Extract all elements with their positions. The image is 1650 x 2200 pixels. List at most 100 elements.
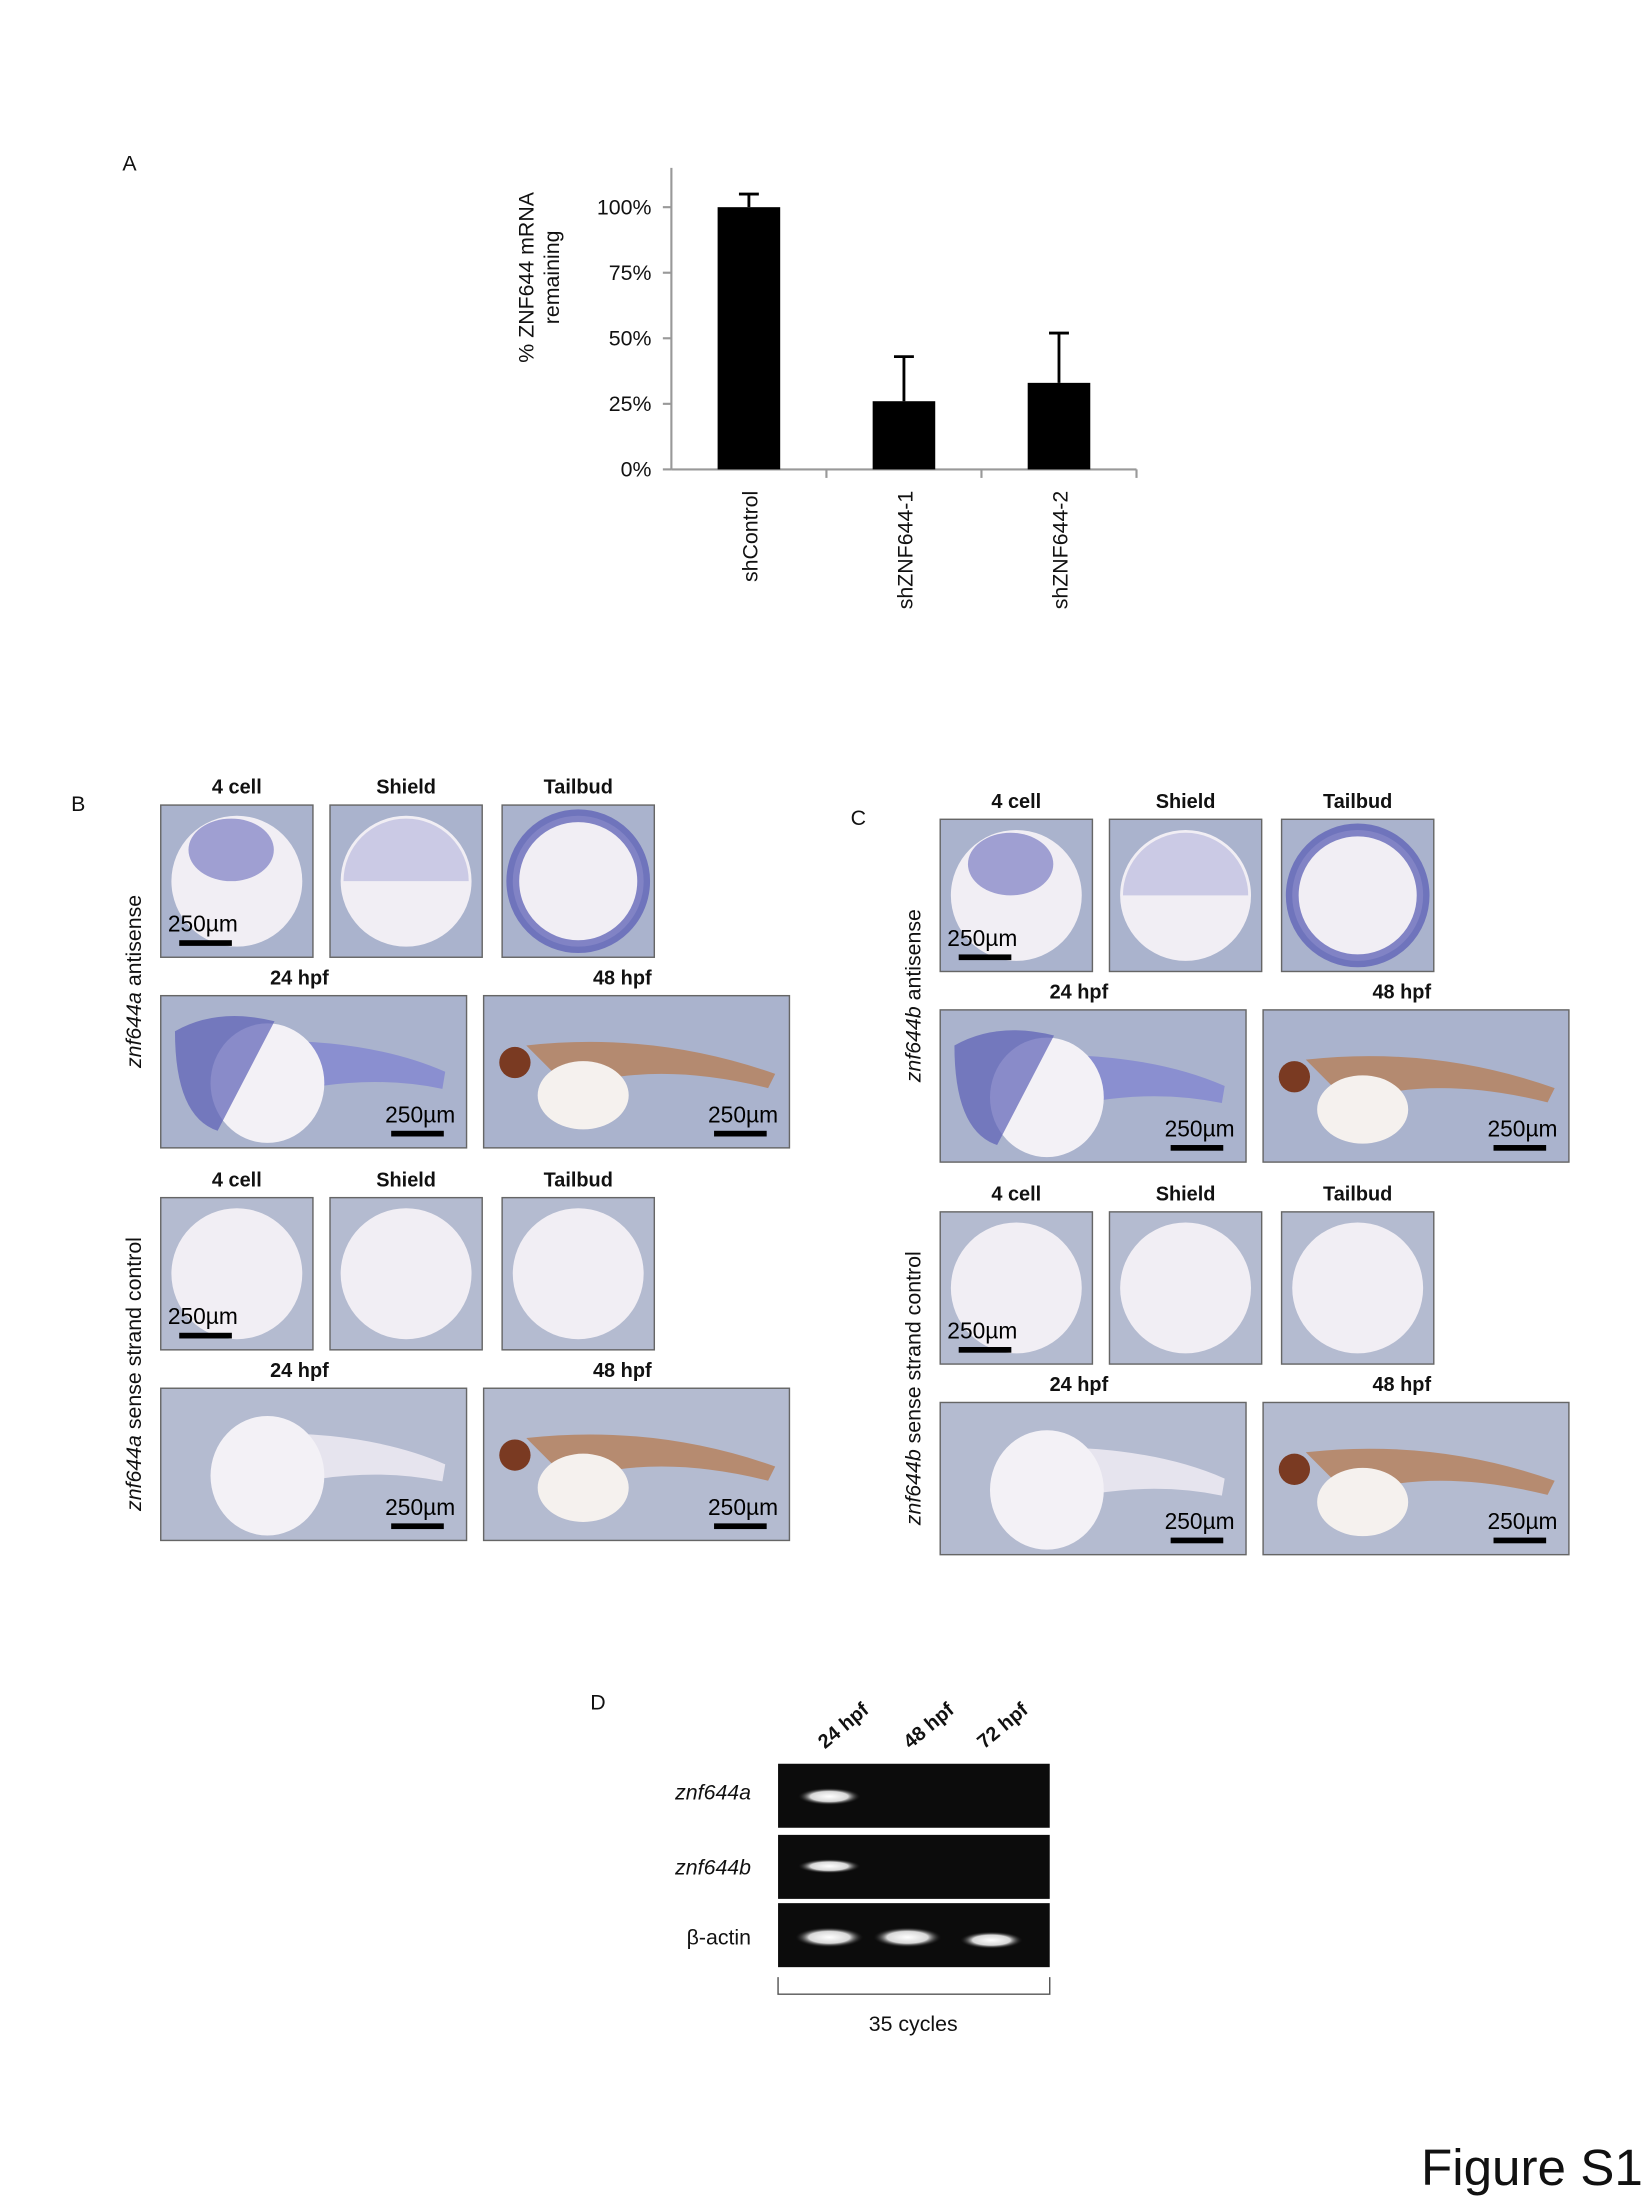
scale-bar (179, 1332, 232, 1339)
scale-bar-label: 250µm (168, 911, 238, 937)
probe-name: antisense (901, 909, 925, 1000)
scale-bar (179, 940, 232, 946)
gene-name: znf644b (901, 1006, 925, 1083)
y-tick-label: 25% (609, 392, 652, 416)
scale-bar (1170, 1145, 1224, 1151)
image-header: 48 hpf (593, 967, 652, 989)
image-header: Shield (1156, 791, 1216, 813)
eye (499, 1439, 531, 1471)
embryo (1292, 1222, 1424, 1354)
stain (506, 809, 651, 954)
scale-bar-label: 250µm (708, 1101, 778, 1127)
stain (967, 832, 1054, 896)
bar (1027, 382, 1091, 470)
image-header: Shield (1156, 1183, 1216, 1205)
scale-bar-label: 250µm (168, 1303, 238, 1329)
scale-bar-label: 250µm (1487, 1115, 1557, 1141)
bracket (777, 1977, 1051, 1995)
embryo (989, 1430, 1104, 1550)
stain (343, 818, 469, 882)
scale-bar (391, 1130, 444, 1137)
probe-name: antisense (122, 895, 146, 986)
stain (174, 1016, 275, 1131)
image-header: 24 hpf (1050, 982, 1109, 1004)
lane-label: 24 hpf (814, 1699, 873, 1754)
stain (1122, 832, 1249, 896)
scale-bar-label: 250µm (708, 1494, 778, 1520)
image-header: Tailbud (1323, 1183, 1392, 1205)
gel-row-label: β-actin (687, 1925, 751, 1949)
yolk (537, 1453, 629, 1522)
embryo (171, 1208, 303, 1340)
embryo (1120, 829, 1252, 961)
y-tick-label: 0% (621, 457, 652, 481)
embryo (1292, 829, 1424, 961)
image-header: Tailbud (1323, 791, 1392, 813)
image-header: 4 cell (991, 791, 1041, 813)
y-tick-label: 50% (609, 326, 652, 350)
x-tick-label: shZNF644-2 (1049, 491, 1073, 610)
figure-label: Figure S1 (1421, 2139, 1643, 2196)
gel-row-label: znf644b (674, 1856, 751, 1880)
image-header: 48 hpf (1372, 982, 1431, 1004)
y-tick-label: 75% (609, 261, 652, 285)
gene-name: znf644b (901, 1449, 925, 1526)
side-label: znf644b antisense (901, 909, 925, 1083)
scale-bar-label: 250µm (385, 1101, 455, 1127)
embryo (950, 1222, 1082, 1354)
panel-label: A (122, 152, 137, 176)
gene-name: znf644a (122, 992, 146, 1069)
x-tick-label: shZNF644-1 (893, 491, 917, 610)
embryo (512, 1208, 644, 1340)
bar (717, 207, 781, 470)
gel-band (873, 1927, 942, 1948)
yolk (537, 1061, 629, 1130)
image-header: 24 hpf (270, 1360, 329, 1382)
eye (499, 1046, 531, 1079)
scale-bar-label: 250µm (1165, 1508, 1235, 1534)
eye (1278, 1453, 1311, 1485)
error-bar (893, 355, 914, 402)
stain (954, 1030, 1055, 1146)
bar (872, 401, 936, 470)
side-label: znf644b sense strand control (901, 1251, 925, 1526)
probe-name: sense strand control (901, 1251, 925, 1443)
scale-bar (1493, 1145, 1547, 1151)
embryo (340, 815, 472, 947)
stain (188, 818, 274, 882)
scale-bar (391, 1523, 444, 1530)
y-axis-label: % ZNF644 mRNA (514, 191, 538, 362)
image-header: 48 hpf (593, 1360, 652, 1382)
scale-bar (1493, 1537, 1547, 1544)
scale-bar (958, 954, 1012, 961)
error-bar (1049, 331, 1069, 383)
image-header: 4 cell (991, 1183, 1041, 1205)
yolk (1317, 1467, 1409, 1537)
x-tick-label: shControl (738, 491, 762, 582)
image-header: 4 cell (212, 1169, 262, 1191)
panel-a: A % ZNF644 mRNA remaining (122, 152, 564, 363)
gel-row-label: znf644a (674, 1780, 751, 1804)
image-header: Tailbud (544, 777, 613, 799)
eye (1278, 1061, 1311, 1093)
scale-bar (714, 1523, 767, 1530)
scale-bar-label: 250µm (947, 925, 1017, 951)
gel-band (797, 1859, 861, 1874)
gel-footer: 35 cycles (869, 2012, 958, 2036)
stain (1285, 823, 1430, 968)
image-header: 4 cell (212, 777, 262, 799)
image-header: Tailbud (544, 1169, 613, 1191)
scale-bar-label: 250µm (1165, 1115, 1235, 1141)
gene-name: znf644a (122, 1435, 146, 1512)
side-label: znf644a sense strand control (122, 1237, 146, 1512)
scale-bar (714, 1130, 767, 1137)
scale-bar-label: 250µm (947, 1317, 1017, 1343)
image-header: 24 hpf (1050, 1374, 1109, 1396)
embryo (512, 815, 644, 947)
yolk (1317, 1075, 1409, 1144)
image-header: Shield (376, 777, 436, 799)
